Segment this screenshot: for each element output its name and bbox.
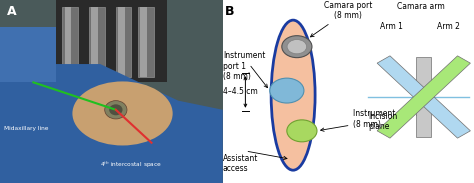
Polygon shape <box>0 27 56 82</box>
Text: Assistant
access: Assistant access <box>223 154 258 173</box>
Polygon shape <box>377 56 470 138</box>
Text: Camara arm: Camara arm <box>397 2 445 11</box>
Text: Instrument
port 1
(8 mm): Instrument port 1 (8 mm) <box>223 51 265 81</box>
Bar <box>56 0 167 82</box>
Text: B: B <box>225 5 235 18</box>
Text: Arm 1: Arm 1 <box>380 22 402 31</box>
Bar <box>140 7 147 77</box>
Bar <box>138 7 154 77</box>
Text: Midaxillary line: Midaxillary line <box>4 126 49 131</box>
Circle shape <box>287 40 307 54</box>
Polygon shape <box>0 64 223 183</box>
Text: A: A <box>7 5 16 18</box>
Text: Incision
plane: Incision plane <box>368 112 398 131</box>
Circle shape <box>282 36 312 58</box>
Text: Instrument port 2
(8 mm): Instrument port 2 (8 mm) <box>320 109 421 131</box>
Bar <box>89 7 105 77</box>
Bar <box>63 7 78 77</box>
Polygon shape <box>377 56 470 138</box>
Bar <box>118 7 125 77</box>
Bar <box>64 7 71 77</box>
Bar <box>116 7 131 77</box>
Text: Arm 2: Arm 2 <box>438 22 460 31</box>
Text: 4–4.5 cm: 4–4.5 cm <box>223 87 257 96</box>
Circle shape <box>287 120 317 142</box>
Circle shape <box>105 101 127 119</box>
Bar <box>91 7 98 77</box>
Polygon shape <box>416 57 431 137</box>
Circle shape <box>109 104 122 115</box>
Ellipse shape <box>271 20 315 170</box>
Ellipse shape <box>73 81 173 145</box>
Text: Camara port
(8 mm): Camara port (8 mm) <box>310 1 373 37</box>
Circle shape <box>270 78 304 103</box>
Text: 4$^{th}$ intercostal space: 4$^{th}$ intercostal space <box>100 160 162 170</box>
